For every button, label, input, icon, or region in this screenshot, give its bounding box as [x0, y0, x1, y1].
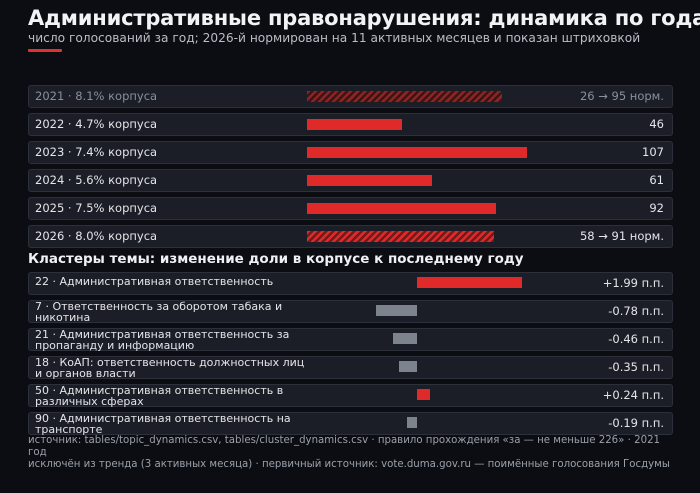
- year-label: 2022 · 4.7% корпуса: [35, 117, 158, 131]
- cluster-label: 90 · Административная ответственность на…: [35, 412, 291, 436]
- year-label: 2024 · 5.6% корпуса: [35, 173, 158, 187]
- cluster-label: 21 · Административная ответственность за…: [35, 328, 290, 352]
- footer-line-2: исключён из тренда (3 активных месяца) ·…: [28, 459, 670, 470]
- cluster-bar-chart: 22 · Административная ответственность +1.…: [28, 272, 673, 440]
- year-value-label: 46: [649, 117, 664, 131]
- cluster-label: 18 · КоАП: ответственность должностных л…: [35, 356, 305, 380]
- cluster-section-title: Кластеры темы: изменение доли в корпусе …: [28, 251, 524, 267]
- year-bar: [307, 119, 402, 130]
- cluster-bar: [399, 361, 417, 372]
- footer-line-1: источник: tables/topic_dynamics.csv, tab…: [28, 435, 661, 458]
- cluster-bar: [376, 305, 417, 316]
- year-row-2023: 2023 · 7.4% корпуса 107: [28, 141, 673, 164]
- year-bar-chart: 2021 · 8.1% корпуса 26 → 95 норм. 2022 · 4…: [28, 85, 673, 253]
- cluster-label: 22 · Административная ответственность: [35, 275, 274, 288]
- year-value-label: 61: [649, 173, 664, 187]
- year-label: 2023 · 7.4% корпуса: [35, 145, 158, 159]
- year-value-label: 107: [642, 145, 664, 159]
- cluster-row: 7 · Ответственность за оборотом табака и…: [28, 300, 673, 323]
- year-label: 2021 · 8.1% корпуса: [35, 89, 158, 103]
- year-row-2024: 2024 · 5.6% корпуса 61: [28, 169, 673, 192]
- cluster-value-label: -0.46 п.п.: [608, 332, 664, 346]
- cluster-value-label: +0.24 п.п.: [602, 388, 664, 402]
- cluster-value-label: -0.78 п.п.: [608, 304, 664, 318]
- cluster-row: 21 · Административная ответственность за…: [28, 328, 673, 351]
- chart-title: Административные правонарушения: динамик…: [28, 6, 700, 30]
- year-bar: [307, 147, 527, 158]
- year-label: 2026 · 8.0% корпуса: [35, 229, 158, 243]
- cluster-row: 50 · Административная ответственность в …: [28, 384, 673, 407]
- accent-line: [28, 49, 62, 52]
- year-bar: [307, 231, 494, 242]
- year-row-2021: 2021 · 8.1% корпуса 26 → 95 норм.: [28, 85, 673, 108]
- cluster-bar: [417, 277, 522, 288]
- year-value-label: 92: [649, 201, 664, 215]
- cluster-value-label: -0.19 п.п.: [608, 416, 664, 430]
- cluster-value-label: +1.99 п.п.: [602, 276, 664, 290]
- cluster-value-label: -0.35 п.п.: [608, 360, 664, 374]
- cluster-row: 90 · Административная ответственность на…: [28, 412, 673, 435]
- cluster-row: 22 · Административная ответственность +1.…: [28, 272, 673, 295]
- cluster-bar: [417, 389, 430, 400]
- year-bar: [307, 203, 496, 214]
- cluster-label: 50 · Административная ответственность в …: [35, 384, 284, 408]
- cluster-bar: [407, 417, 417, 428]
- cluster-row: 18 · КоАП: ответственность должностных л…: [28, 356, 673, 379]
- year-label: 2025 · 7.5% корпуса: [35, 201, 158, 215]
- year-value-label: 58 → 91 норм.: [579, 229, 664, 243]
- cluster-bar: [393, 333, 417, 344]
- year-row-2022: 2022 · 4.7% корпуса 46: [28, 113, 673, 136]
- year-bar: [307, 91, 502, 102]
- year-bar: [307, 175, 432, 186]
- cluster-label: 7 · Ответственность за оборотом табака и…: [35, 300, 283, 324]
- year-value-label: 26 → 95 норм.: [579, 89, 664, 103]
- chart-subtitle: число голосований за год; 2026-й нормиро…: [28, 31, 641, 45]
- year-row-2026: 2026 · 8.0% корпуса 58 → 91 норм.: [28, 225, 673, 248]
- year-row-2025: 2025 · 7.5% корпуса 92: [28, 197, 673, 220]
- source-footer: источник: tables/topic_dynamics.csv, tab…: [28, 435, 678, 471]
